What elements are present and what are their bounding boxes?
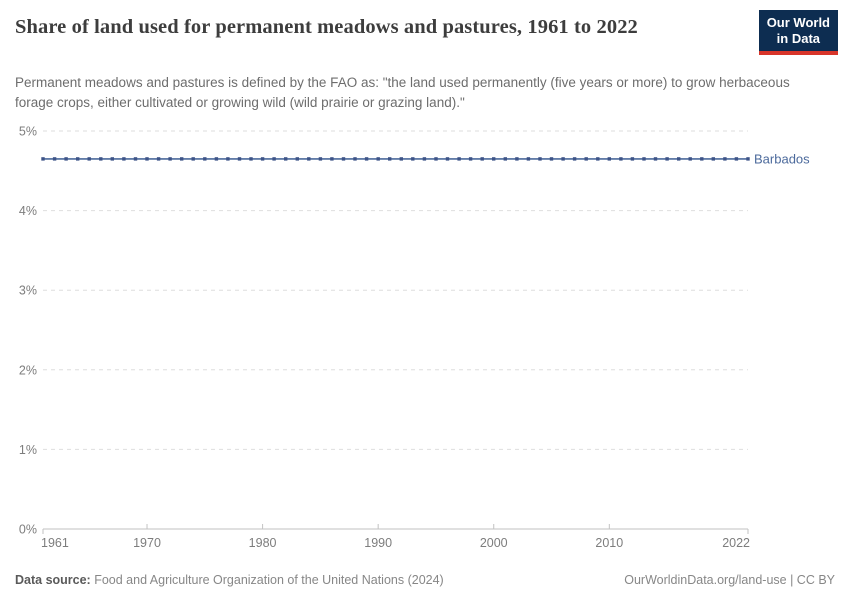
data-point[interactable]: [399, 157, 403, 161]
data-point[interactable]: [445, 157, 450, 161]
data-point[interactable]: [734, 157, 739, 161]
data-point[interactable]: [688, 157, 692, 161]
data-source: Data source: Food and Agriculture Organi…: [15, 573, 444, 587]
data-point[interactable]: [665, 157, 669, 161]
chart-canvas[interactable]: 0% 1% 2% 3% 4% 5% 1961 1970 1980 1990 2000 2010 2022…: [0, 118, 850, 568]
data-point[interactable]: [619, 157, 623, 161]
data-point[interactable]: [249, 157, 253, 161]
y-axis-label: 3%: [19, 284, 37, 298]
data-point[interactable]: [330, 157, 334, 161]
data-point[interactable]: [341, 157, 346, 161]
data-point[interactable]: [318, 157, 323, 161]
data-point[interactable]: [52, 157, 57, 161]
x-axis-label: 2010: [595, 536, 623, 550]
data-point[interactable]: [572, 157, 577, 161]
data-point[interactable]: [284, 157, 288, 161]
data-point[interactable]: [723, 157, 727, 161]
x-axis-label: 1990: [364, 536, 392, 550]
data-point[interactable]: [596, 157, 600, 161]
x-axis-label: 1961: [41, 536, 69, 550]
data-point[interactable]: [260, 157, 265, 161]
data-point[interactable]: [87, 157, 91, 161]
data-point[interactable]: [226, 157, 230, 161]
data-point[interactable]: [492, 157, 496, 161]
data-point[interactable]: [653, 157, 658, 161]
y-axis-label: 4%: [19, 204, 37, 218]
data-point[interactable]: [607, 157, 611, 161]
data-point[interactable]: [411, 157, 415, 161]
data-point[interactable]: [434, 157, 438, 161]
chart-title: Share of land used for permanent meadows…: [15, 16, 638, 38]
owid-logo-line1: Our World: [766, 15, 830, 30]
y-axis-label: 1%: [19, 443, 37, 457]
data-point[interactable]: [122, 157, 126, 161]
data-point[interactable]: [191, 157, 195, 161]
chart-subtitle: Permanent meadows and pastures is define…: [15, 75, 790, 110]
x-axis-label: 2000: [480, 536, 508, 550]
data-point[interactable]: [526, 157, 531, 161]
y-axis-label: 2%: [19, 363, 37, 377]
data-point[interactable]: [711, 157, 715, 161]
data-point[interactable]: [99, 157, 103, 161]
data-point[interactable]: [549, 157, 554, 161]
license-link[interactable]: OurWorldinData.org/land-use | CC BY: [624, 573, 835, 587]
chart-footer: Data source: Food and Agriculture Organi…: [15, 573, 835, 587]
y-axis-label: 0%: [19, 523, 37, 537]
data-point[interactable]: [295, 157, 299, 161]
x-axis-label: 1970: [133, 536, 161, 550]
data-point[interactable]: [168, 157, 172, 161]
data-point[interactable]: [538, 157, 542, 161]
data-source-label: Data source:: [15, 573, 91, 587]
data-point[interactable]: [630, 157, 635, 161]
data-point[interactable]: [364, 157, 369, 161]
data-point[interactable]: [388, 157, 392, 161]
data-point[interactable]: [145, 157, 149, 161]
data-point[interactable]: [353, 157, 357, 161]
y-axis-label: 5%: [19, 125, 37, 139]
data-point[interactable]: [642, 157, 646, 161]
data-point[interactable]: [272, 157, 276, 161]
owid-logo[interactable]: Our World in Data: [758, 10, 838, 55]
data-point[interactable]: [376, 157, 380, 161]
data-point[interactable]: [237, 157, 242, 161]
data-point[interactable]: [457, 157, 461, 161]
data-point[interactable]: [503, 157, 507, 161]
data-point[interactable]: [515, 157, 519, 161]
owid-logo-line2: in Data: [776, 31, 821, 46]
data-point[interactable]: [700, 157, 704, 161]
data-point[interactable]: [480, 157, 484, 161]
data-point[interactable]: [156, 157, 161, 161]
data-point[interactable]: [41, 157, 45, 161]
data-point[interactable]: [584, 157, 588, 161]
x-axis-label: 1980: [249, 536, 277, 550]
x-axis-label: 2022: [722, 536, 750, 550]
data-point[interactable]: [677, 157, 681, 161]
data-point[interactable]: [180, 157, 184, 161]
data-point[interactable]: [561, 157, 565, 161]
data-point[interactable]: [746, 157, 750, 161]
series-label[interactable]: Barbados: [754, 151, 810, 166]
data-point[interactable]: [203, 157, 207, 161]
data-point[interactable]: [214, 157, 219, 161]
data-point[interactable]: [307, 157, 311, 161]
data-point[interactable]: [110, 157, 114, 161]
data-point[interactable]: [422, 157, 427, 161]
data-point[interactable]: [133, 157, 138, 161]
data-source-text: Food and Agriculture Organization of the…: [90, 573, 444, 587]
data-point[interactable]: [468, 157, 473, 161]
data-point[interactable]: [76, 157, 80, 161]
data-point[interactable]: [64, 157, 68, 161]
